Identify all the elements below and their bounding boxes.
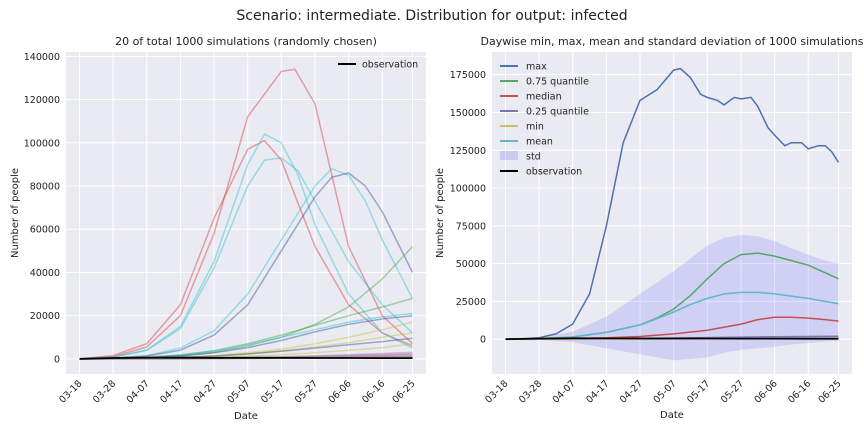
left-x-tick-label: 04-27 [192,378,219,405]
legend-swatch [500,151,518,160]
right-x-tick-label: 05-27 [719,378,746,405]
left-x-tick-label: 05-17 [259,378,286,405]
mean-line [505,291,839,340]
right-y-tick-label: 125000 [450,146,486,157]
observation-line [505,337,839,341]
left-x-tick-label: 05-07 [226,378,253,405]
left-x-tick-label: 03-18 [57,378,84,405]
right-x-tick-label: 05-07 [652,378,679,405]
left-y-tick-label: 60000 [30,225,60,236]
right-x-tick-label: 04-17 [584,378,611,405]
left-plot-area [66,52,426,374]
legend-label: mean [526,137,553,148]
right-chart-xlabel: Date [660,410,684,421]
right-y-tick-label: 50000 [456,259,486,270]
right-x-tick-label: 06-25 [816,378,843,405]
left-x-tick-label: 04-07 [125,378,152,405]
left-y-tick-label: 80000 [30,181,60,192]
simulation-line [79,139,413,360]
right-x-tick-label: 04-07 [551,378,578,405]
left-x-tick-label: 03-28 [91,378,118,405]
right-x-tick-label: 06-16 [786,378,813,405]
right-legend: max 0.75 quantile median 0.25 quantile min me… [500,62,589,178]
right-x-tick-label: 03-18 [483,378,510,405]
right-y-tick-label: 100000 [450,184,486,195]
right-plot-area [492,52,852,374]
simulation-line [79,167,414,360]
left-y-tick-label: 40000 [30,268,60,279]
legend-label: 0.75 quantile [526,77,589,88]
left-chart-ylabel: Number of people [10,168,21,258]
legend-label: 0.25 quantile [526,107,589,118]
right-y-tick-label: 25000 [456,297,486,308]
legend-label: observation [526,167,582,178]
left-y-tick-label: 100000 [24,138,60,149]
legend-label: max [526,62,547,73]
std-band [505,234,839,361]
right-x-tick-label: 04-27 [618,378,645,405]
left-y-tick-label: 140000 [24,52,60,63]
left-y-tick-label: 0 [54,354,60,365]
right-y-tick-label: 150000 [450,108,486,119]
right-chart-title: Daywise min, max, mean and standard devi… [481,35,864,48]
right-x-tick-label: 05-17 [685,378,712,405]
left-chart: 20 of total 1000 simulations (randomly c… [10,35,426,422]
left-x-tick-label: 06-25 [390,378,417,405]
right-y-tick-label: 0 [480,335,486,346]
left-x-tick-label: 06-16 [360,378,387,405]
right-y-tick-label: 175000 [450,70,486,81]
right-y-tick-label: 75000 [456,221,486,232]
right-x-tick-label: 03-28 [517,378,544,405]
legend-label: observation [362,60,418,71]
legend-label: median [526,92,562,103]
simulation-line [79,157,414,360]
figure-title: Scenario: intermediate. Distribution for… [236,8,627,24]
left-chart-title: 20 of total 1000 simulations (randomly c… [115,35,377,48]
right-x-tick-label: 06-06 [752,378,779,405]
simulation-line [79,68,414,360]
right-chart: Daywise min, max, mean and standard devi… [435,35,864,421]
left-chart-xlabel: Date [234,411,258,422]
left-legend: observation [338,60,418,71]
legend-label: std [526,152,541,163]
simulation-line [79,172,414,360]
max-line [505,67,840,340]
left-x-tick-label: 04-17 [158,378,185,405]
observation-line [79,356,413,360]
legend-label: min [526,122,544,133]
left-y-tick-label: 120000 [24,95,60,106]
left-y-tick-label: 20000 [30,311,60,322]
simulation-line [79,133,413,360]
left-x-tick-label: 06-06 [326,378,353,405]
left-x-tick-label: 05-27 [293,378,320,405]
right-chart-ylabel: Number of people [435,168,446,258]
